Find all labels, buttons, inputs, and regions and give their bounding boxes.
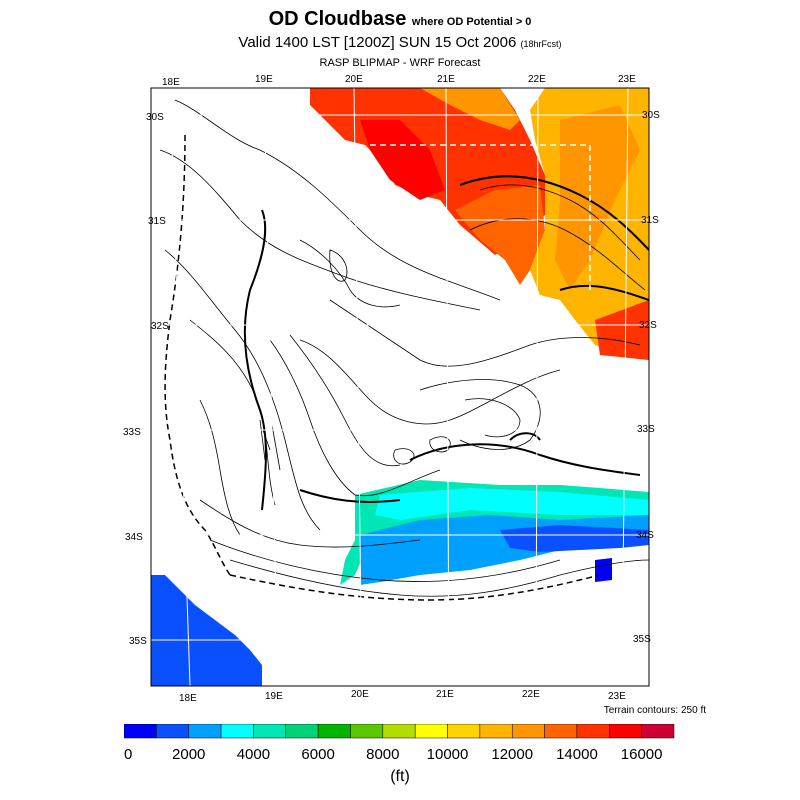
- colorbar-swatch: [544, 724, 578, 739]
- chart-title-main: OD Cloudbase: [268, 8, 407, 30]
- right-lat-label: 33S: [637, 424, 655, 435]
- colorbar-swatch: [220, 724, 254, 739]
- colorbar-swatch: [447, 724, 481, 739]
- cloudbase-blue-east-patch: [595, 558, 612, 582]
- left-lat-label: 35S: [129, 636, 147, 647]
- left-lat-label: 30S: [146, 112, 164, 123]
- colorbar-tick-label: 4000: [237, 746, 270, 763]
- bottom-lon-label: 19E: [265, 691, 283, 702]
- top-longitude-labels: 18E 19E 20E 21E 22E 23E: [162, 74, 636, 88]
- top-lon-label: 19E: [255, 74, 273, 85]
- coastline: [164, 134, 601, 601]
- cloudbase-deepblue-patch: [500, 525, 649, 552]
- major-terrain-contours: [243, 175, 649, 511]
- subdomain-box: [370, 144, 591, 290]
- colorbar-tick-label: 10000: [427, 746, 469, 763]
- right-lat-label: 32S: [639, 320, 657, 331]
- bottom-lon-label: 23E: [608, 691, 626, 702]
- bottom-lon-label: 20E: [351, 689, 369, 700]
- cloudbase-darkorange-east-patch: [555, 105, 640, 290]
- bottom-longitude-labels: 18E 19E 20E 21E 22E 23E: [179, 689, 626, 704]
- colorbar-swatch: [382, 724, 416, 739]
- forecast-hour: (18hrFcst): [520, 39, 562, 49]
- terrain-contour-note: Terrain contours: 250 ft: [603, 705, 706, 716]
- colorbar-tick-label: 12000: [491, 746, 533, 763]
- cloudbase-southwest-blue-area: [151, 575, 262, 686]
- valid-time-text: Valid 1400 LST [1200Z] SUN 15 Oct 2006: [238, 34, 517, 51]
- colorbar-tick-label: 8000: [366, 746, 399, 763]
- cloudbase-red-east-patch: [595, 300, 649, 360]
- colorbar-tick-label: 14000: [556, 746, 598, 763]
- right-lat-label: 35S: [633, 634, 651, 645]
- colorbar-tick-label: 16000: [621, 746, 663, 763]
- top-lon-label: 22E: [528, 74, 546, 85]
- colorbar-swatch: [641, 724, 675, 739]
- colorbar-swatch: [285, 724, 319, 739]
- terrain-contours: [159, 99, 649, 597]
- colorbar-units: (ft): [390, 768, 410, 785]
- cloudbase-orange-band: [420, 88, 520, 130]
- colorbar-swatch: [188, 724, 222, 739]
- left-lat-label: 32S: [151, 321, 169, 332]
- colorbar-swatches: [124, 724, 675, 739]
- colorbar-tick-labels: 0 2000 4000 6000 8000 10000 12000 14000 16000: [124, 746, 663, 763]
- colorbar-tick-label: 0: [124, 746, 132, 763]
- colorbar-swatch: [350, 724, 384, 739]
- graticule: [151, 88, 649, 686]
- colorbar-tick-label: 6000: [301, 746, 334, 763]
- colorbar-swatch: [414, 724, 448, 739]
- cloudbase-red-patch: [360, 120, 445, 200]
- colorbar-swatch: [576, 724, 610, 739]
- left-lat-label: 34S: [125, 532, 143, 543]
- left-lat-label: 31S: [148, 216, 166, 227]
- colorbar-swatch: [156, 724, 189, 739]
- chart-title: OD Cloudbase where OD Potential > 0: [0, 8, 800, 31]
- right-lat-label: 31S: [641, 215, 659, 226]
- top-lon-label: 20E: [345, 74, 363, 85]
- colorbar-swatch: [511, 724, 545, 739]
- right-lat-label: 34S: [636, 530, 654, 541]
- colorbar-swatch: [124, 724, 157, 739]
- colorbar: 0 2000 4000 6000 8000 10000 12000 14000 16000: [124, 724, 675, 763]
- cloudbase-orange-mid-area: [455, 185, 545, 285]
- map-content: [151, 88, 649, 686]
- colorbar-swatch: [253, 724, 287, 739]
- colorbar-swatch: [609, 724, 642, 739]
- bottom-lon-label: 18E: [179, 693, 197, 704]
- plot-frame: [150, 87, 650, 687]
- left-latitude-labels: 30S 31S 32S 33S 34S 35S: [123, 112, 169, 647]
- cloudbase-lightblue-band: [375, 488, 649, 520]
- model-label: RASP BLIPMAP - WRF Forecast: [319, 57, 481, 69]
- top-lon-label: 18E: [162, 77, 180, 88]
- colorbar-swatch: [317, 724, 351, 739]
- colorbar-swatch: [479, 724, 513, 739]
- right-latitude-labels: 30S 31S 32S 33S 34S 35S: [633, 110, 660, 645]
- top-lon-label: 21E: [437, 74, 455, 85]
- colorbar-tick-label: 2000: [172, 746, 205, 763]
- top-lon-label: 23E: [618, 74, 636, 85]
- bottom-lon-label: 21E: [436, 689, 454, 700]
- right-lat-label: 30S: [642, 110, 660, 121]
- chart-title-qualifier: where OD Potential > 0: [411, 16, 532, 28]
- valid-time: Valid 1400 LST [1200Z] SUN 15 Oct 2006 (…: [0, 34, 800, 51]
- left-lat-label: 33S: [123, 427, 141, 438]
- bottom-lon-label: 22E: [522, 689, 540, 700]
